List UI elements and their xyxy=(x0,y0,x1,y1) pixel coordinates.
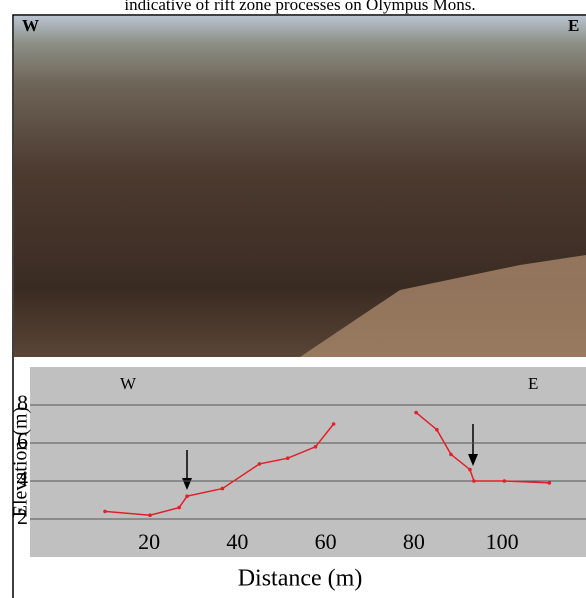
x-axis-label: Distance (m) xyxy=(238,566,363,592)
data-point xyxy=(435,428,439,432)
data-point xyxy=(472,479,476,483)
data-point xyxy=(103,510,107,514)
x-tick-label: 60 xyxy=(315,529,337,554)
annotation: W xyxy=(120,374,137,393)
y-tick-label: 6 xyxy=(17,428,28,453)
y-tick-label: 4 xyxy=(17,466,28,491)
y-tick-label: 8 xyxy=(17,390,28,415)
x-tick-label: 40 xyxy=(226,529,248,554)
y-axis-label: Elevation (m) xyxy=(10,407,32,518)
x-tick-label: 80 xyxy=(403,529,425,554)
data-point xyxy=(449,453,453,457)
data-point xyxy=(258,462,262,466)
data-point xyxy=(414,411,418,415)
caption: indicative of rift zone processes on Oly… xyxy=(124,0,475,14)
annotation: E xyxy=(528,374,538,393)
figure: indicative of rift zone processes on Oly… xyxy=(0,0,586,598)
data-point xyxy=(332,422,336,426)
data-point xyxy=(314,445,318,449)
data-point xyxy=(548,481,552,485)
x-tick-label: 20 xyxy=(138,529,160,554)
data-point xyxy=(177,506,181,510)
photo-label: E xyxy=(568,16,579,35)
data-point xyxy=(286,456,290,460)
data-point xyxy=(148,513,152,517)
x-tick-label: 100 xyxy=(486,529,519,554)
photo-label: W xyxy=(22,16,39,35)
data-point xyxy=(468,468,472,472)
data-point xyxy=(221,487,225,491)
data-point xyxy=(185,494,189,498)
data-point xyxy=(503,479,507,483)
y-tick-label: 2 xyxy=(17,504,28,529)
